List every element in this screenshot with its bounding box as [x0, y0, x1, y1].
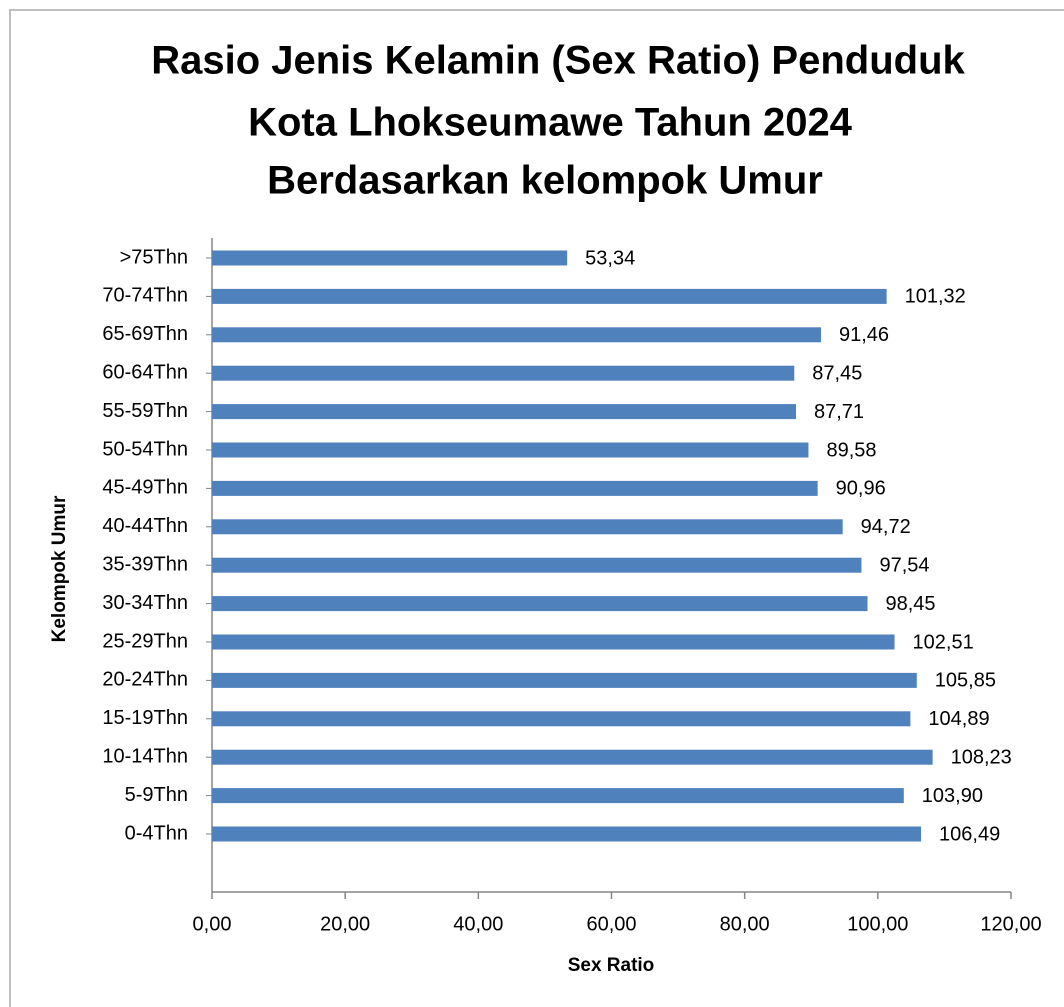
x-tick-label: 120,00 [980, 913, 1041, 935]
bar [212, 557, 862, 573]
y-tick-label: 5-9Thn [125, 784, 188, 806]
bar [212, 634, 895, 650]
y-tick-label: 55-59Thn [102, 400, 188, 422]
data-label: 97,54 [879, 554, 929, 576]
data-label: 98,45 [886, 593, 936, 615]
bar [212, 480, 818, 496]
data-label: 105,85 [935, 670, 996, 692]
y-tick-label: 10-14Thn [102, 745, 188, 767]
data-label: 90,96 [836, 478, 886, 500]
y-tick-label: 40-44Thn [102, 515, 188, 537]
y-tick-label: 20-24Thn [102, 669, 188, 691]
data-label: 104,89 [928, 708, 989, 730]
bar [212, 596, 868, 612]
bar [212, 365, 795, 381]
y-tick-label: 0-4Thn [125, 822, 188, 844]
y-tick-label: 60-64Thn [102, 361, 188, 383]
x-tick-label: 60,00 [586, 913, 636, 935]
bar [212, 404, 797, 420]
bar [212, 749, 933, 765]
data-label: 108,23 [951, 746, 1012, 768]
x-tick-label: 40,00 [453, 913, 503, 935]
data-label: 53,34 [585, 247, 635, 269]
y-tick-label: 50-54Thn [102, 438, 188, 460]
bar [212, 442, 809, 458]
bar [212, 826, 922, 842]
data-label: 87,71 [814, 401, 864, 423]
chart-title: Rasio Jenis Kelamin (Sex Ratio) Penduduk [151, 39, 965, 83]
data-label: 94,72 [861, 516, 911, 538]
y-tick-label: 30-34Thn [102, 592, 188, 614]
data-label: 101,32 [905, 286, 966, 308]
bar [212, 288, 887, 304]
data-label: 91,46 [839, 324, 889, 346]
bar [212, 711, 911, 727]
chart-title: Berdasarkan kelompok Umur [267, 159, 823, 203]
data-label: 87,45 [812, 362, 862, 384]
bar [212, 672, 917, 688]
x-tick-label: 100,00 [847, 913, 908, 935]
y-tick-label: >75Thn [120, 246, 188, 268]
bar [212, 250, 568, 266]
data-label: 103,90 [922, 785, 983, 807]
data-label: 106,49 [939, 823, 1000, 845]
data-label: 89,58 [826, 439, 876, 461]
x-tick-label: 80,00 [720, 913, 770, 935]
x-axis-title: Sex Ratio [568, 955, 655, 976]
y-tick-label: 35-39Thn [102, 553, 188, 575]
chart-title: Kota Lhokseumawe Tahun 2024 [248, 101, 853, 145]
data-label: 102,51 [913, 631, 974, 653]
y-tick-label: 15-19Thn [102, 707, 188, 729]
y-tick-label: 25-29Thn [102, 630, 188, 652]
y-tick-label: 65-69Thn [102, 323, 188, 345]
x-tick-label: 0,00 [193, 913, 232, 935]
y-tick-label: 70-74Thn [102, 285, 188, 307]
y-tick-label: 45-49Thn [102, 477, 188, 499]
y-axis-title: Kelompok Umur [49, 495, 70, 642]
bar [212, 788, 904, 804]
x-tick-label: 20,00 [320, 913, 370, 935]
bar [212, 519, 843, 535]
bar [212, 327, 821, 343]
